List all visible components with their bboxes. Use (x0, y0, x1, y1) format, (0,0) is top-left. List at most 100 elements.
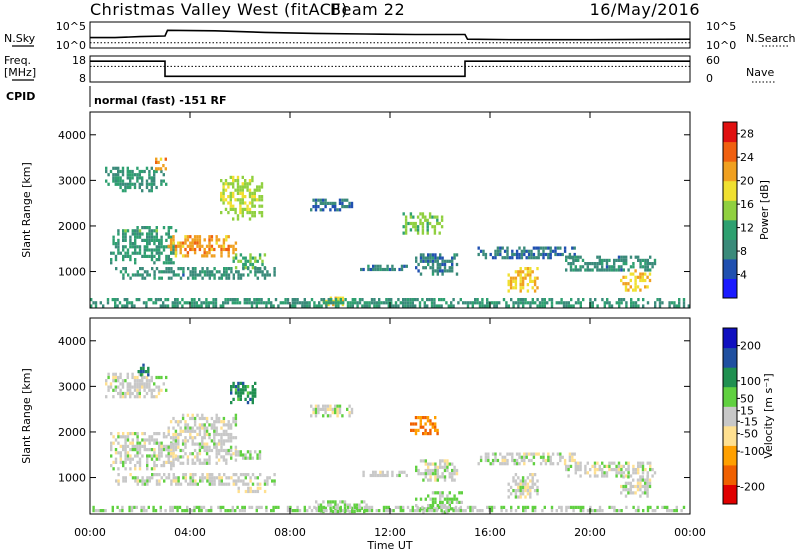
power-cell-16 (320, 304, 323, 308)
power-cell-16 (246, 301, 249, 305)
power-cell-5 (234, 253, 238, 257)
power-cell-4 (260, 214, 264, 218)
velocity-cell-5 (258, 453, 262, 457)
velocity-cell-18 (366, 505, 369, 509)
power-cell-16 (414, 304, 417, 308)
power-cell-16 (543, 304, 546, 308)
velocity-cell-12 (419, 459, 423, 463)
freq-series-group (90, 60, 690, 78)
velocity-cell-18 (440, 505, 443, 509)
velocity-cell-13 (431, 500, 435, 504)
power-cell-11 (427, 253, 430, 257)
power-cell-1 (155, 167, 158, 171)
power-cell-2 (117, 229, 120, 233)
power-cell-4 (232, 195, 235, 199)
power-cell-5 (244, 262, 247, 267)
power-cell-4 (232, 179, 235, 183)
velocity-cell-18 (354, 505, 357, 509)
velocity-cell-3 (198, 461, 202, 465)
power-cell-2 (136, 229, 139, 233)
power-cell-16 (135, 298, 138, 302)
power-cell-3 (172, 235, 175, 239)
power-cell-11 (443, 259, 447, 263)
velocity-cell-2 (124, 448, 127, 452)
power-cell-13 (514, 286, 518, 290)
power-cell-4 (241, 185, 244, 189)
velocity-cell-3 (191, 452, 194, 456)
velocity-cell-3 (177, 458, 180, 462)
power-cell-10 (407, 221, 410, 226)
velocity-cell-17 (646, 478, 649, 482)
power-cell-0 (129, 179, 132, 183)
velocity-colorbar-tick-label-4: 15 (740, 405, 754, 418)
velocity-cell-13 (434, 500, 437, 504)
power-cell-16 (255, 298, 258, 302)
power-cell-15 (644, 272, 647, 276)
power-cell-16 (536, 304, 539, 308)
power-cell-14 (596, 255, 599, 259)
velocity-cell-3 (208, 455, 211, 459)
power-cell-16 (495, 301, 498, 305)
power-cell-1 (155, 160, 158, 164)
velocity-cell-14 (559, 458, 562, 463)
power-cell-3 (201, 244, 204, 248)
velocity-cell-16 (577, 468, 580, 472)
velocity-cell-11 (424, 428, 427, 432)
velocity-cell-2 (172, 444, 175, 448)
power-cell-11 (455, 272, 459, 276)
power-cell-3 (198, 241, 202, 245)
power-cell-16 (337, 301, 340, 305)
power-cell-3 (234, 241, 238, 245)
velocity-cell-8 (331, 411, 334, 415)
power-cell-6 (131, 273, 135, 277)
velocity-cell-18 (399, 509, 402, 513)
velocity-cell-8 (348, 404, 351, 408)
power-cell-2 (153, 235, 156, 239)
velocity-cell-3 (208, 461, 211, 465)
power-colorbar-swatch-0 (723, 278, 737, 299)
velocity-cell-7 (165, 476, 168, 480)
velocity-cell-16 (593, 474, 597, 478)
velocity-cell-0 (148, 388, 151, 392)
power-colorbar-swatch-7 (723, 141, 737, 162)
velocity-cell-7 (187, 482, 190, 486)
velocity-cell-14 (532, 452, 536, 456)
power-cell-3 (217, 238, 221, 242)
power-cell-10 (412, 221, 415, 226)
velocity-cell-17 (624, 494, 628, 498)
power-cell-4 (248, 191, 252, 195)
velocity-cell-3 (167, 426, 170, 430)
velocity-cell-3 (229, 439, 233, 443)
power-cell-10 (436, 221, 439, 226)
power-cell-10 (433, 215, 437, 219)
power-cell-13 (526, 270, 530, 274)
power-colorbar-tick-label-4: 20 (740, 175, 754, 188)
power-cell-4 (241, 214, 244, 218)
velocity-cell-3 (198, 458, 202, 462)
power-cell-0 (112, 179, 115, 183)
velocity-cell-13 (443, 510, 447, 514)
velocity-cell-16 (620, 468, 623, 472)
velocity-cell-2 (158, 448, 161, 452)
velocity-cell-18 (416, 505, 419, 509)
velocity-cell-3 (203, 442, 206, 446)
power-cell-2 (153, 229, 156, 233)
power-cell-6 (203, 273, 207, 277)
velocity-cell-2 (122, 448, 125, 452)
velocity-cell-18 (596, 509, 599, 513)
velocity-cell-3 (203, 426, 206, 430)
power-cell-4 (224, 198, 228, 202)
power-cell-16 (481, 298, 484, 302)
velocity-cell-14 (549, 458, 552, 463)
power-cell-3 (203, 254, 206, 258)
velocity-cell-18 (243, 505, 246, 509)
power-cell-6 (227, 267, 231, 271)
velocity-cell-3 (205, 420, 209, 424)
power-cell-16 (574, 301, 578, 305)
power-cell-2 (165, 258, 168, 262)
velocity-cell-0 (150, 391, 153, 396)
velocity-cell-16 (567, 464, 570, 468)
power-cell-16 (380, 301, 383, 305)
velocity-cell-18 (637, 509, 640, 513)
power-cell-12 (496, 252, 500, 257)
